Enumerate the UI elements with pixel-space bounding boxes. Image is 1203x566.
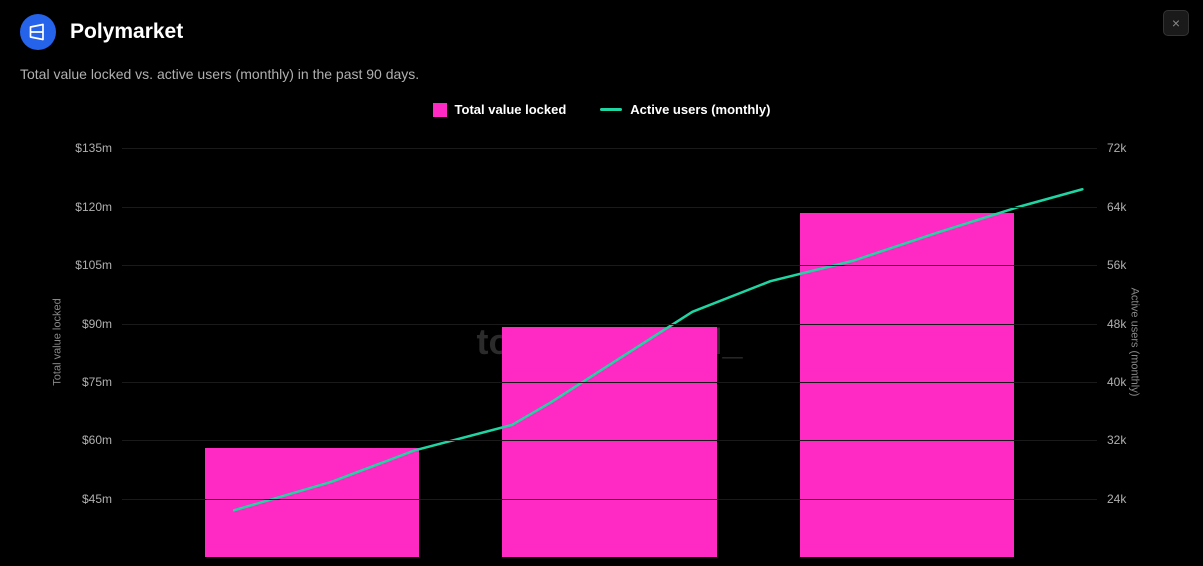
y-right-tick-label: 32k bbox=[1107, 433, 1147, 447]
y-left-tick-label: $120m bbox=[56, 200, 112, 214]
chart-card: × Polymarket Total value locked vs. acti… bbox=[0, 0, 1203, 566]
y-right-axis-labels: 24k 32k 40k 48k 56k 64k 72k bbox=[1107, 127, 1147, 557]
y-right-tick-label: 48k bbox=[1107, 317, 1147, 331]
gridline bbox=[122, 324, 1097, 325]
page-subtitle: Total value locked vs. active users (mon… bbox=[20, 66, 1183, 82]
close-button[interactable]: × bbox=[1163, 10, 1189, 36]
line-series bbox=[122, 127, 1097, 557]
header: Polymarket bbox=[20, 14, 1183, 50]
gridline bbox=[122, 265, 1097, 266]
app-logo bbox=[20, 14, 56, 50]
gridline bbox=[122, 499, 1097, 500]
legend-item-users[interactable]: Active users (monthly) bbox=[600, 102, 770, 117]
y-left-tick-label: $60m bbox=[56, 433, 112, 447]
polymarket-icon bbox=[28, 22, 48, 42]
legend: Total value locked Active users (monthly… bbox=[20, 102, 1183, 117]
gridline bbox=[122, 382, 1097, 383]
y-right-tick-label: 64k bbox=[1107, 200, 1147, 214]
y-right-tick-label: 24k bbox=[1107, 492, 1147, 506]
legend-swatch-bar bbox=[433, 103, 447, 117]
line-path[interactable] bbox=[234, 189, 1082, 510]
chart-area: Total value locked Active users (monthly… bbox=[20, 127, 1183, 557]
gridline bbox=[122, 207, 1097, 208]
y-left-tick-label: $105m bbox=[56, 258, 112, 272]
close-icon: × bbox=[1172, 15, 1180, 31]
y-right-tick-label: 56k bbox=[1107, 258, 1147, 272]
y-left-tick-label: $135m bbox=[56, 141, 112, 155]
legend-label-users: Active users (monthly) bbox=[630, 102, 770, 117]
y-left-tick-label: $90m bbox=[56, 317, 112, 331]
y-left-axis-labels: $45m $60m $75m $90m $105m $120m $135m bbox=[56, 127, 112, 557]
y-right-tick-label: 40k bbox=[1107, 375, 1147, 389]
legend-swatch-line bbox=[600, 108, 622, 111]
legend-item-tvl[interactable]: Total value locked bbox=[433, 102, 567, 117]
y-left-tick-label: $75m bbox=[56, 375, 112, 389]
legend-label-tvl: Total value locked bbox=[455, 102, 567, 117]
plot-region: token terminal_ bbox=[122, 127, 1097, 557]
gridline bbox=[122, 440, 1097, 441]
gridline bbox=[122, 148, 1097, 149]
y-left-tick-label: $45m bbox=[56, 492, 112, 506]
y-right-tick-label: 72k bbox=[1107, 141, 1147, 155]
page-title: Polymarket bbox=[70, 20, 183, 44]
